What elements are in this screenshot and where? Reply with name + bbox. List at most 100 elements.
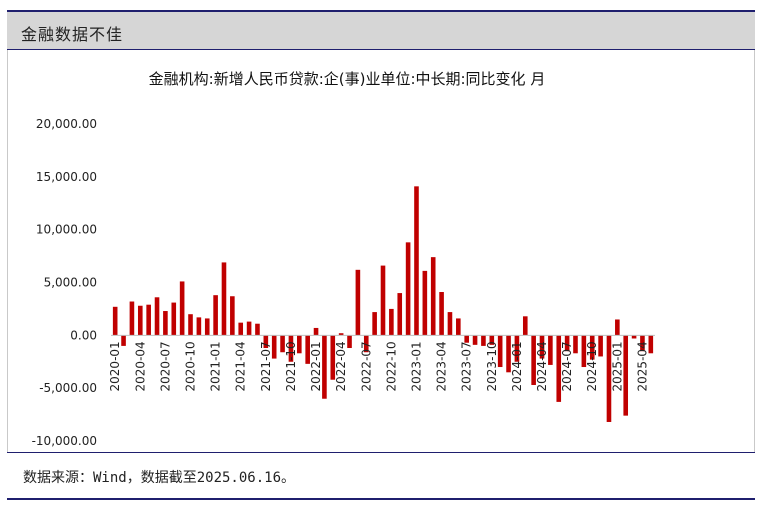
x-tick-label: 2024-10 xyxy=(585,341,599,391)
bar xyxy=(330,335,336,380)
bar xyxy=(255,323,260,336)
bar xyxy=(430,257,436,336)
bars-series xyxy=(112,186,654,422)
bar xyxy=(422,270,428,336)
x-tick-label: 2020-04 xyxy=(133,341,147,391)
bar xyxy=(481,335,486,346)
x-tick-label: 2022-01 xyxy=(309,341,323,391)
bar xyxy=(171,302,177,336)
bar xyxy=(631,335,637,339)
bar xyxy=(305,335,310,364)
bar xyxy=(615,319,620,336)
bar xyxy=(623,335,629,416)
bar xyxy=(196,317,202,336)
bar xyxy=(188,314,193,336)
bar xyxy=(163,311,168,336)
bar xyxy=(472,335,478,345)
bar xyxy=(288,335,294,362)
x-tick-label: 2020-07 xyxy=(158,341,172,391)
bar xyxy=(246,321,252,336)
x-tick-label: 2025-04 xyxy=(635,341,649,391)
y-tick-label: 5,000.00 xyxy=(44,276,97,290)
bar xyxy=(121,335,126,346)
x-tick-label: 2024-01 xyxy=(510,341,524,391)
bar xyxy=(146,304,151,336)
y-tick-label: -5,000.00 xyxy=(39,381,97,395)
panel-title: 金融数据不佳 xyxy=(21,25,124,44)
panel-footer: 数据来源：Wind，数据截至2025.06.16。 xyxy=(7,452,755,500)
x-axis: 2020-01 2020-04 2020-07 2020-10 2021-01 2021-… xyxy=(108,341,649,391)
bar xyxy=(238,322,244,336)
bar xyxy=(640,335,645,352)
chart-panel: 金融数据不佳 金融机构:新增人民币贷款:企(事)业单位:中长期:同比变化 月 2… xyxy=(7,10,755,500)
bar xyxy=(531,335,536,385)
bar xyxy=(280,335,285,353)
bar xyxy=(389,308,394,336)
bar xyxy=(204,318,210,336)
chart-title: 金融机构:新增人民币贷款:企(事)业单位:中长期:同比变化 月 xyxy=(149,70,546,88)
bar xyxy=(213,295,218,336)
x-tick-label: 2020-01 xyxy=(108,341,122,391)
x-tick-label: 2024-04 xyxy=(535,341,549,391)
bar xyxy=(573,335,578,354)
x-tick-label: 2023-04 xyxy=(435,341,449,391)
bar xyxy=(405,242,411,336)
bar xyxy=(263,335,269,349)
bar xyxy=(648,335,654,354)
x-tick-label: 2022-07 xyxy=(359,341,373,391)
bar xyxy=(271,335,277,359)
bar xyxy=(137,305,143,336)
x-tick-label: 2022-10 xyxy=(384,341,398,391)
bar xyxy=(363,335,369,353)
bar xyxy=(556,335,562,402)
bar xyxy=(489,335,495,345)
bar xyxy=(372,312,377,336)
bar xyxy=(397,293,403,336)
bar xyxy=(154,297,160,336)
bar xyxy=(355,269,361,336)
bar xyxy=(313,327,319,336)
bar xyxy=(297,335,302,354)
bar xyxy=(380,265,386,336)
y-tick-label: 10,000.00 xyxy=(36,223,97,237)
bar xyxy=(456,318,461,336)
bar xyxy=(514,335,520,362)
bar xyxy=(129,301,135,336)
y-tick-label: 20,000.00 xyxy=(36,117,97,131)
x-tick-label: 2022-04 xyxy=(334,341,348,391)
bar xyxy=(464,335,469,343)
bar xyxy=(506,335,511,373)
bar xyxy=(606,335,612,422)
bar xyxy=(439,292,444,336)
bar xyxy=(497,335,503,368)
x-tick-label: 2021-10 xyxy=(284,341,298,391)
x-tick-label: 2023-01 xyxy=(409,341,423,391)
bar xyxy=(539,335,545,359)
bar xyxy=(221,262,227,336)
bar xyxy=(347,335,352,349)
x-tick-label: 2020-10 xyxy=(184,341,198,391)
bar xyxy=(179,281,185,336)
x-tick-label: 2023-07 xyxy=(460,341,474,391)
bar xyxy=(230,296,235,336)
y-axis: 20,000.00 15,000.00 10,000.00 5,000.00 0.00 -… xyxy=(32,117,97,448)
x-tick-label: 2021-04 xyxy=(234,341,248,391)
bar xyxy=(414,186,419,336)
bar xyxy=(598,335,603,357)
bar-chart: 金融机构:新增人民币贷款:企(事)业单位:中长期:同比变化 月 20,000.0… xyxy=(32,70,655,448)
bar xyxy=(548,335,553,365)
bar xyxy=(447,312,453,336)
bar xyxy=(522,316,528,336)
bar xyxy=(564,335,570,352)
x-tick-label: 2021-01 xyxy=(209,341,223,391)
panel-header: 金融数据不佳 xyxy=(7,10,755,50)
x-tick-label: 2021-07 xyxy=(259,341,273,391)
x-tick-label: 2024-07 xyxy=(560,341,574,391)
bar xyxy=(581,335,587,368)
y-tick-label: -10,000.00 xyxy=(32,434,97,448)
chart-area: 金融机构:新增人民币贷款:企(事)业单位:中长期:同比变化 月 20,000.0… xyxy=(7,50,755,452)
y-tick-label: 15,000.00 xyxy=(36,170,97,184)
x-tick-label: 2023-10 xyxy=(485,341,499,391)
bar xyxy=(338,333,344,336)
source-note: 数据来源：Wind，数据截至2025.06.16。 xyxy=(23,470,296,486)
